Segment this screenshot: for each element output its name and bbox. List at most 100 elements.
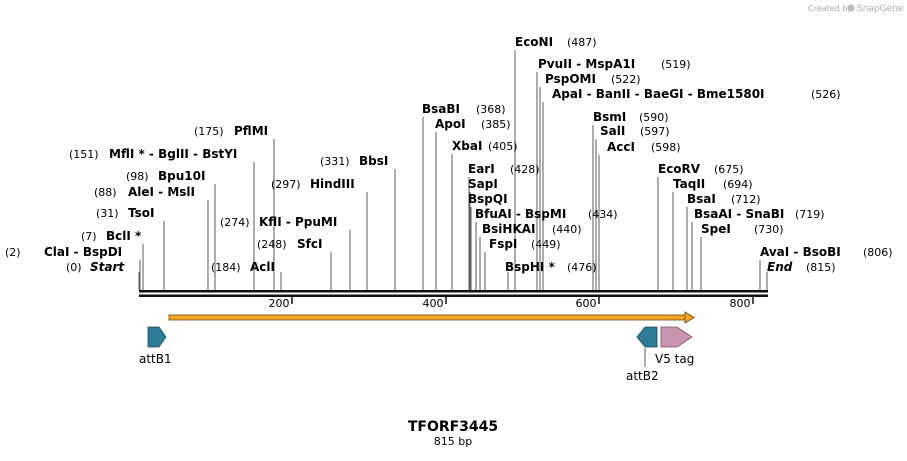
site-label-acli: AclI — [250, 260, 275, 274]
site-position-acci: (598) — [651, 141, 681, 154]
site-position-apai: (526) — [811, 88, 841, 101]
site-position-hindiii: (297) — [271, 178, 301, 191]
site-label-xbai: XbaI — [452, 139, 482, 153]
watermark-text: Created by — [808, 4, 852, 13]
site-label-sapi: SapI — [468, 177, 498, 191]
site-position-xbai: (405) — [488, 140, 518, 153]
site-position-bcli: (7) — [81, 230, 97, 243]
site-position-sfci: (248) — [257, 238, 287, 251]
site-position-taqii: (694) — [723, 178, 753, 191]
site-label-bspqi: BspQI — [468, 192, 508, 206]
site-label-bcli: BclI * — [106, 229, 142, 243]
site-position-mfli: (151) — [69, 148, 99, 161]
site-position-clai: (2) — [5, 246, 21, 259]
snapgene-watermark: Created by SnapGene — [808, 4, 904, 14]
sequence-backbone — [139, 290, 768, 297]
restriction-site-labels: ClaI - BspDI (2) Start (0) BclI * (7) TsoI (31)… — [5, 35, 893, 274]
site-position-fspi: (449) — [531, 238, 561, 251]
map-title: TFORF3445 — [408, 419, 498, 435]
site-position-bfuai: (434) — [588, 208, 618, 221]
site-label-tsoi: TsoI — [128, 206, 154, 220]
attb2-arrow-icon — [636, 326, 658, 348]
site-position-sali: (597) — [640, 125, 670, 138]
snapgene-logo-icon — [847, 4, 855, 12]
site-position-econi: (487) — [567, 36, 597, 49]
watermark-brand: SnapGene — [857, 4, 904, 14]
site-label-kfli: KflI - PpuMI — [259, 215, 337, 229]
ruler: 200 400 600 800 — [269, 297, 754, 310]
feature-v5-tag: V5 tag — [655, 326, 694, 366]
site-label-bsabi: BsaBI — [422, 102, 460, 116]
site-label-sali: SalI — [600, 124, 625, 138]
backbone-top-strand — [139, 290, 768, 293]
site-leader-lines — [138, 50, 768, 290]
site-position-bsmi: (590) — [639, 111, 669, 124]
feature-label-attb2: attB2 — [626, 369, 659, 383]
site-position-bsai: (712) — [731, 193, 761, 206]
site-position-eari: (428) — [510, 163, 540, 176]
site-position-kfli: (274) — [220, 216, 250, 229]
site-label-spei: SpeI — [701, 222, 731, 236]
site-label-bfuai: BfuAI - BspMI — [475, 207, 566, 221]
site-label-pflmi: PflMI — [234, 124, 268, 138]
site-position-apoi: (385) — [481, 118, 511, 131]
feature-attb1: attB1 — [139, 326, 172, 366]
site-label-end: End — [767, 260, 793, 274]
site-label-apai: ApaI - BanII - BaeGI - Bme1580I — [552, 87, 765, 101]
site-position-bsabi: (368) — [476, 103, 506, 116]
site-position-end: (815) — [806, 261, 836, 274]
orf-arrow — [168, 311, 695, 324]
site-label-pspomi: PspOMI — [545, 72, 596, 86]
backbone-bottom-strand — [139, 294, 768, 297]
feature-label-v5-tag: V5 tag — [655, 352, 694, 366]
feature-attb2: attB2 — [626, 326, 659, 383]
site-position-avai: (806) — [863, 246, 893, 259]
site-label-alei: AleI - MslI — [128, 185, 195, 199]
site-label-econi: EcoNI — [515, 35, 553, 49]
tick-label-200: 200 — [269, 297, 290, 310]
site-position-start: (0) — [66, 261, 82, 274]
site-position-alei: (88) — [94, 186, 117, 199]
site-label-pvuii: PvuII - MspA1I — [538, 57, 635, 71]
site-label-bsaai: BsaAI - SnaBI — [694, 207, 784, 221]
site-position-bbsi: (331) — [320, 155, 350, 168]
site-label-bbsi: BbsI — [359, 154, 388, 168]
site-position-pflmi: (175) — [194, 125, 224, 138]
site-position-bsihkai: (440) — [552, 223, 582, 236]
tick-label-400: 400 — [423, 297, 444, 310]
site-label-bsihkai: BsiHKAI — [482, 222, 536, 236]
site-position-spei: (730) — [754, 223, 784, 236]
site-label-eari: EarI — [468, 162, 495, 176]
feature-label-attb1: attB1 — [139, 352, 172, 366]
orf-bar — [168, 314, 686, 321]
site-position-bsaai: (719) — [795, 208, 825, 221]
site-position-acli: (184) — [211, 261, 241, 274]
site-label-apoi: ApoI — [435, 117, 466, 131]
site-label-bsmi: BsmI — [593, 110, 626, 124]
site-label-hindiii: HindIII — [310, 177, 355, 191]
v5-tag-arrow-icon — [660, 326, 693, 348]
site-label-mfli: MflI * - BglII - BstYI — [109, 147, 237, 161]
site-label-bpu10i: Bpu10I — [158, 169, 205, 183]
site-label-fspi: FspI — [489, 237, 517, 251]
site-position-pvuii: (519) — [661, 58, 691, 71]
site-position-ecorv: (675) — [714, 163, 744, 176]
site-label-start: Start — [90, 260, 125, 274]
tick-label-800: 800 — [730, 297, 751, 310]
attb1-arrow-icon — [147, 326, 167, 348]
site-label-taqii: TaqII — [673, 177, 705, 191]
site-position-pspomi: (522) — [611, 73, 641, 86]
site-label-clai: ClaI - BspDI — [44, 245, 122, 259]
site-label-bsai: BsaI — [687, 192, 716, 206]
site-position-bpu10i: (98) — [126, 170, 149, 183]
tick-label-600: 600 — [576, 297, 597, 310]
map-length: 815 bp — [434, 435, 472, 448]
site-label-acci: AccI — [607, 140, 635, 154]
site-position-bsphi: (476) — [567, 261, 597, 274]
site-label-bsphi: BspHI * — [505, 260, 556, 274]
site-label-sfci: SfcI — [297, 237, 322, 251]
site-label-ecorv: EcoRV — [658, 162, 701, 176]
orf-arrowhead — [684, 311, 695, 324]
site-label-avai: AvaI - BsoBI — [760, 245, 841, 259]
